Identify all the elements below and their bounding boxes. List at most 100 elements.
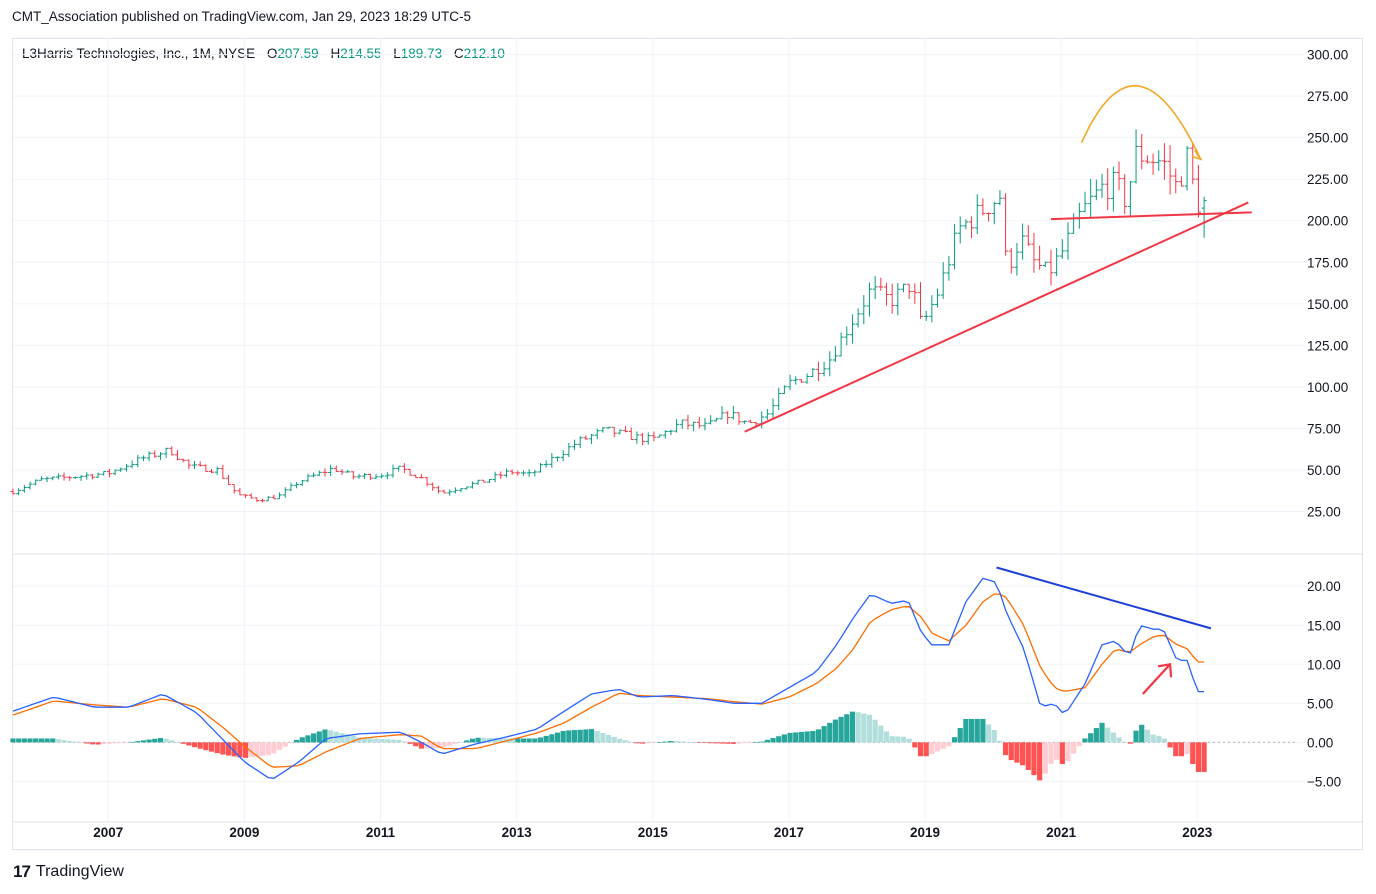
histogram-bar (997, 740, 1003, 743)
histogram-bar (980, 718, 986, 743)
histogram-bar (940, 742, 946, 749)
ohlc-bar (373, 474, 379, 480)
histogram-bar (492, 738, 498, 743)
ohlc-bar (628, 427, 634, 441)
ohlc-bar (679, 419, 685, 429)
histogram-bar (861, 713, 867, 743)
histogram-bar (617, 738, 623, 743)
histogram-bar (1150, 734, 1156, 743)
histogram-bar (963, 718, 969, 743)
price-tick-label: 25.00 (1307, 504, 1341, 519)
ohlc-bar (742, 420, 748, 424)
price-tick-label: 200.00 (1307, 214, 1348, 229)
histogram-bar (78, 742, 84, 743)
ohlc-bar (89, 473, 95, 480)
histogram-bar (827, 722, 833, 743)
histogram-bar (917, 742, 924, 757)
histogram-bar (872, 719, 878, 743)
ohlc-bar (413, 474, 419, 479)
ohlc-bar (1161, 143, 1167, 180)
ohlc-bar (906, 283, 912, 299)
price-tick-label: 125.00 (1307, 338, 1348, 353)
histogram-bar (520, 738, 527, 743)
histogram-bar (242, 742, 249, 758)
histogram-bar (946, 742, 952, 747)
histogram-bar (866, 714, 873, 743)
ohlc-bar (140, 455, 146, 462)
histogram-bar (674, 741, 680, 743)
histogram-bar (934, 742, 941, 752)
ohlc-bar (725, 411, 731, 424)
ohlc-bar (617, 429, 623, 435)
histogram-bar (112, 742, 118, 744)
histogram-bar (968, 718, 975, 743)
histogram-bar (169, 740, 175, 743)
ohlc-bar (787, 374, 793, 391)
histogram-bar (44, 738, 50, 743)
ohlc-bar (288, 482, 294, 492)
ohlc-bar (21, 485, 27, 493)
ohlc-bar (333, 465, 339, 472)
ohlc-bar (747, 419, 753, 423)
ohlc-bar (1065, 222, 1071, 260)
ohlc-bar (492, 471, 498, 483)
ohlc-bar (396, 465, 402, 472)
histogram-bar (509, 738, 515, 743)
histogram-bar (611, 736, 617, 743)
ohlc-bar (55, 473, 61, 480)
histogram-bar (299, 737, 305, 743)
ohlc-bar (883, 282, 889, 306)
ohlc-bar (231, 483, 237, 494)
ohlc-bar (174, 449, 180, 461)
histogram-bar (651, 742, 657, 743)
histogram-bar (1065, 742, 1071, 762)
ohlc-bar (821, 361, 827, 377)
ohlc-bar (101, 470, 107, 476)
histogram-bar (708, 742, 714, 744)
histogram-bar (367, 738, 373, 743)
ohlc-bar (486, 479, 492, 483)
price-tick-label: 225.00 (1307, 172, 1348, 187)
histogram-bar (498, 738, 504, 743)
ohlc-bar (407, 468, 413, 476)
footer: 17 TradingView (13, 862, 124, 882)
histogram-bar (1201, 742, 1207, 773)
histogram-bar (696, 742, 702, 743)
histogram-bar (435, 742, 441, 748)
open-key: O (266, 46, 278, 61)
histogram-bar (1071, 742, 1077, 754)
histogram-bar (1116, 737, 1122, 743)
ohlc-bar (1082, 191, 1088, 213)
histogram-bar (577, 729, 583, 743)
histogram-bar (753, 742, 759, 743)
ohlc-bar (640, 432, 646, 446)
histogram-bar (912, 742, 918, 748)
histogram-bar (1020, 742, 1026, 766)
ohlc-bar (265, 495, 271, 502)
ohlc-bar (713, 417, 719, 422)
ohlc-bar (339, 469, 345, 476)
ohlc-bar (61, 472, 67, 481)
macd-tick-label: 15.00 (1307, 618, 1341, 633)
histogram-bar (657, 742, 663, 743)
ohlc-bar (1144, 155, 1150, 164)
ohlc-bar (804, 373, 810, 384)
ohlc-bar (1048, 249, 1054, 286)
histogram-bar (634, 742, 640, 744)
ohlc-bar (441, 489, 447, 494)
ohlc-bar (509, 469, 515, 475)
ohlc-bar (662, 430, 668, 439)
histogram-bar (407, 742, 413, 744)
tradingview-logo-icon[interactable]: 17 (13, 862, 31, 881)
histogram-bar (33, 738, 39, 743)
ohlc-bar (815, 361, 821, 382)
ohlc-bar (668, 429, 674, 436)
histogram-bar (713, 742, 719, 744)
histogram-bar (929, 742, 935, 755)
close-key: C (453, 46, 464, 61)
rounding-top-arrow (1080, 85, 1202, 160)
ohlc-bar (543, 460, 549, 468)
ohlc-bar (1133, 129, 1139, 184)
histogram-bar (730, 742, 736, 744)
